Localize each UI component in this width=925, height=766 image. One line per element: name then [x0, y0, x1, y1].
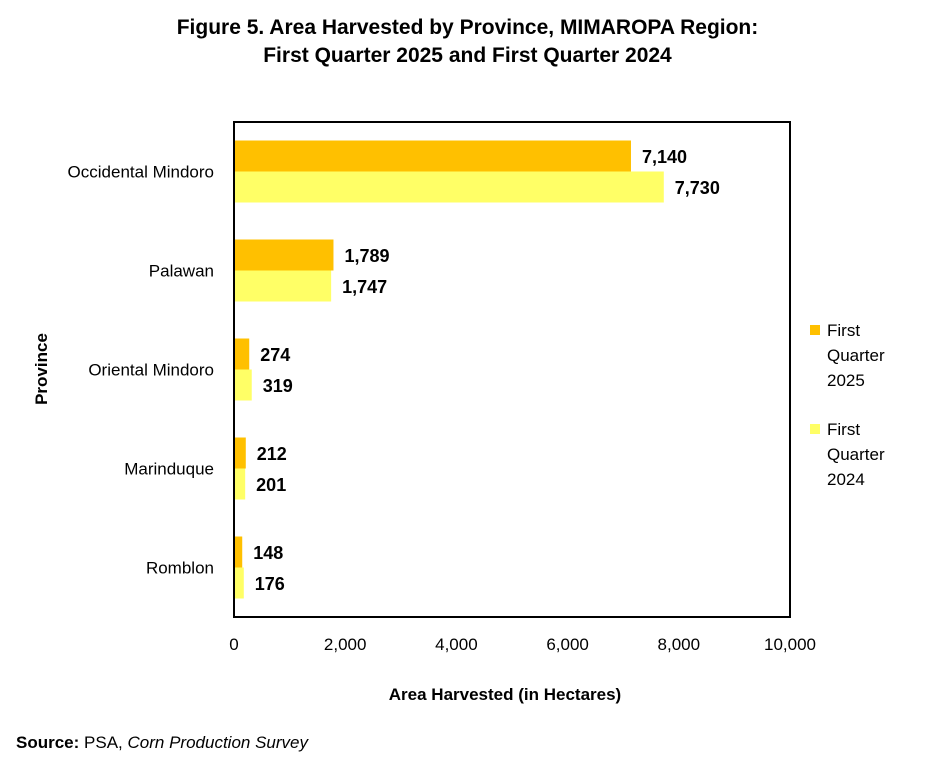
source-survey: Corn Production Survey: [127, 733, 308, 752]
bar: [234, 437, 246, 469]
x-tick-label: 4,000: [435, 635, 478, 654]
data-label: 319: [263, 376, 293, 396]
y-axis-title: Province: [32, 333, 51, 405]
bar: [234, 567, 244, 599]
y-tick-label: Palawan: [149, 262, 214, 281]
data-label: 274: [260, 345, 290, 365]
bar: [234, 171, 664, 203]
legend-label-q1-2024: First Quarter 2024: [827, 420, 885, 489]
data-label: 148: [253, 543, 283, 563]
data-label: 212: [257, 444, 287, 464]
data-label: 176: [255, 574, 285, 594]
data-label: 7,730: [675, 178, 720, 198]
source-label: Source:: [16, 733, 80, 752]
legend-swatch-q1-2024: [810, 424, 820, 434]
chart-title-line1: Figure 5. Area Harvested by Province, MI…: [176, 16, 759, 39]
bar: [234, 536, 243, 568]
data-label: 201: [256, 475, 286, 495]
source-note: Source: PSA, Corn Production Survey: [16, 733, 308, 753]
x-axis-title: Area Harvested (in Hectares): [389, 685, 621, 704]
bar: [234, 140, 631, 172]
x-tick-label: 6,000: [546, 635, 589, 654]
x-tick-label: 0: [229, 635, 238, 654]
legend-label-q1-2025: First Quarter 2025: [827, 321, 885, 390]
data-label: 1,789: [344, 246, 389, 266]
bar: [234, 369, 252, 401]
plot-frame: [233, 121, 791, 618]
bar: [234, 239, 334, 271]
data-label: 1,747: [342, 277, 387, 297]
bar: [234, 468, 246, 500]
x-tick-label: 10,000: [764, 635, 816, 654]
x-tick-label: 2,000: [324, 635, 367, 654]
x-tick-label: 8,000: [658, 635, 701, 654]
y-tick-label: Marinduque: [124, 460, 214, 479]
chart-title: Figure 5. Area Harvested by Province, MI…: [0, 14, 925, 70]
bar: [234, 338, 250, 370]
legend-swatch-q1-2025: [810, 325, 820, 335]
source-agency: PSA,: [84, 733, 123, 752]
data-label: 7,140: [642, 147, 687, 167]
bar: [234, 270, 332, 302]
y-tick-label: Oriental Mindoro: [88, 361, 214, 380]
y-tick-label: Romblon: [146, 559, 214, 578]
y-tick-label: Occidental Mindoro: [68, 163, 214, 182]
chart-title-line2: First Quarter 2025 and First Quarter 202…: [263, 44, 672, 67]
